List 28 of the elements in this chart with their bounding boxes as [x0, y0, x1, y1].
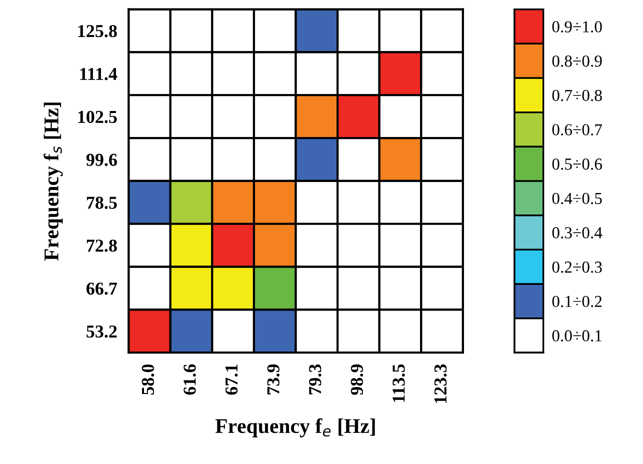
- x-tick-label: 61.6: [184, 364, 196, 395]
- color-bar-label: 0.4÷0.5: [552, 192, 602, 204]
- y-tick-label: 125.8: [78, 24, 117, 38]
- color-bar-label: 0.6÷0.7: [552, 124, 602, 136]
- x-tick-label: 73.9: [267, 364, 280, 394]
- color-bar-label: 0.1÷0.2: [552, 296, 602, 308]
- color-bar-label: 0.7÷0.8: [552, 90, 602, 102]
- y-tick-label: 102.5: [78, 110, 117, 124]
- x-tick-label: 113.5: [392, 364, 405, 402]
- y-tick-label: 111.4: [80, 68, 118, 80]
- x-tick-label: 98.9: [350, 364, 364, 395]
- y-tick-label: 66.7: [86, 282, 118, 295]
- x-tick-label: 58.0: [142, 364, 154, 395]
- color-bar-label: 0.8÷0.9: [552, 55, 602, 67]
- x-tick-label: 79.3: [309, 364, 322, 394]
- color-bar-label: 0.0÷0.1: [552, 330, 602, 342]
- y-axis-title: Frequency f$_{s}$ [Hz]: [44, 102, 63, 261]
- y-tick-label: 99.6: [86, 154, 117, 166]
- color-bar-label: 0.9÷1.0: [552, 21, 602, 32]
- y-tick-label: 78.5: [86, 196, 117, 209]
- color-bar-label: 0.2÷0.3: [552, 262, 602, 273]
- y-tick-label: 53.2: [86, 325, 117, 338]
- color-bar-label: 0.5÷0.6: [552, 158, 602, 170]
- x-tick-label: 123.3: [434, 364, 447, 403]
- x-axis-title: Frequency f$_{e}$ [Hz]: [215, 418, 375, 438]
- color-bar-label: 0.3÷0.4: [552, 227, 602, 238]
- x-tick-label: 67.1: [225, 364, 238, 395]
- y-tick-label: 72.8: [86, 240, 117, 252]
